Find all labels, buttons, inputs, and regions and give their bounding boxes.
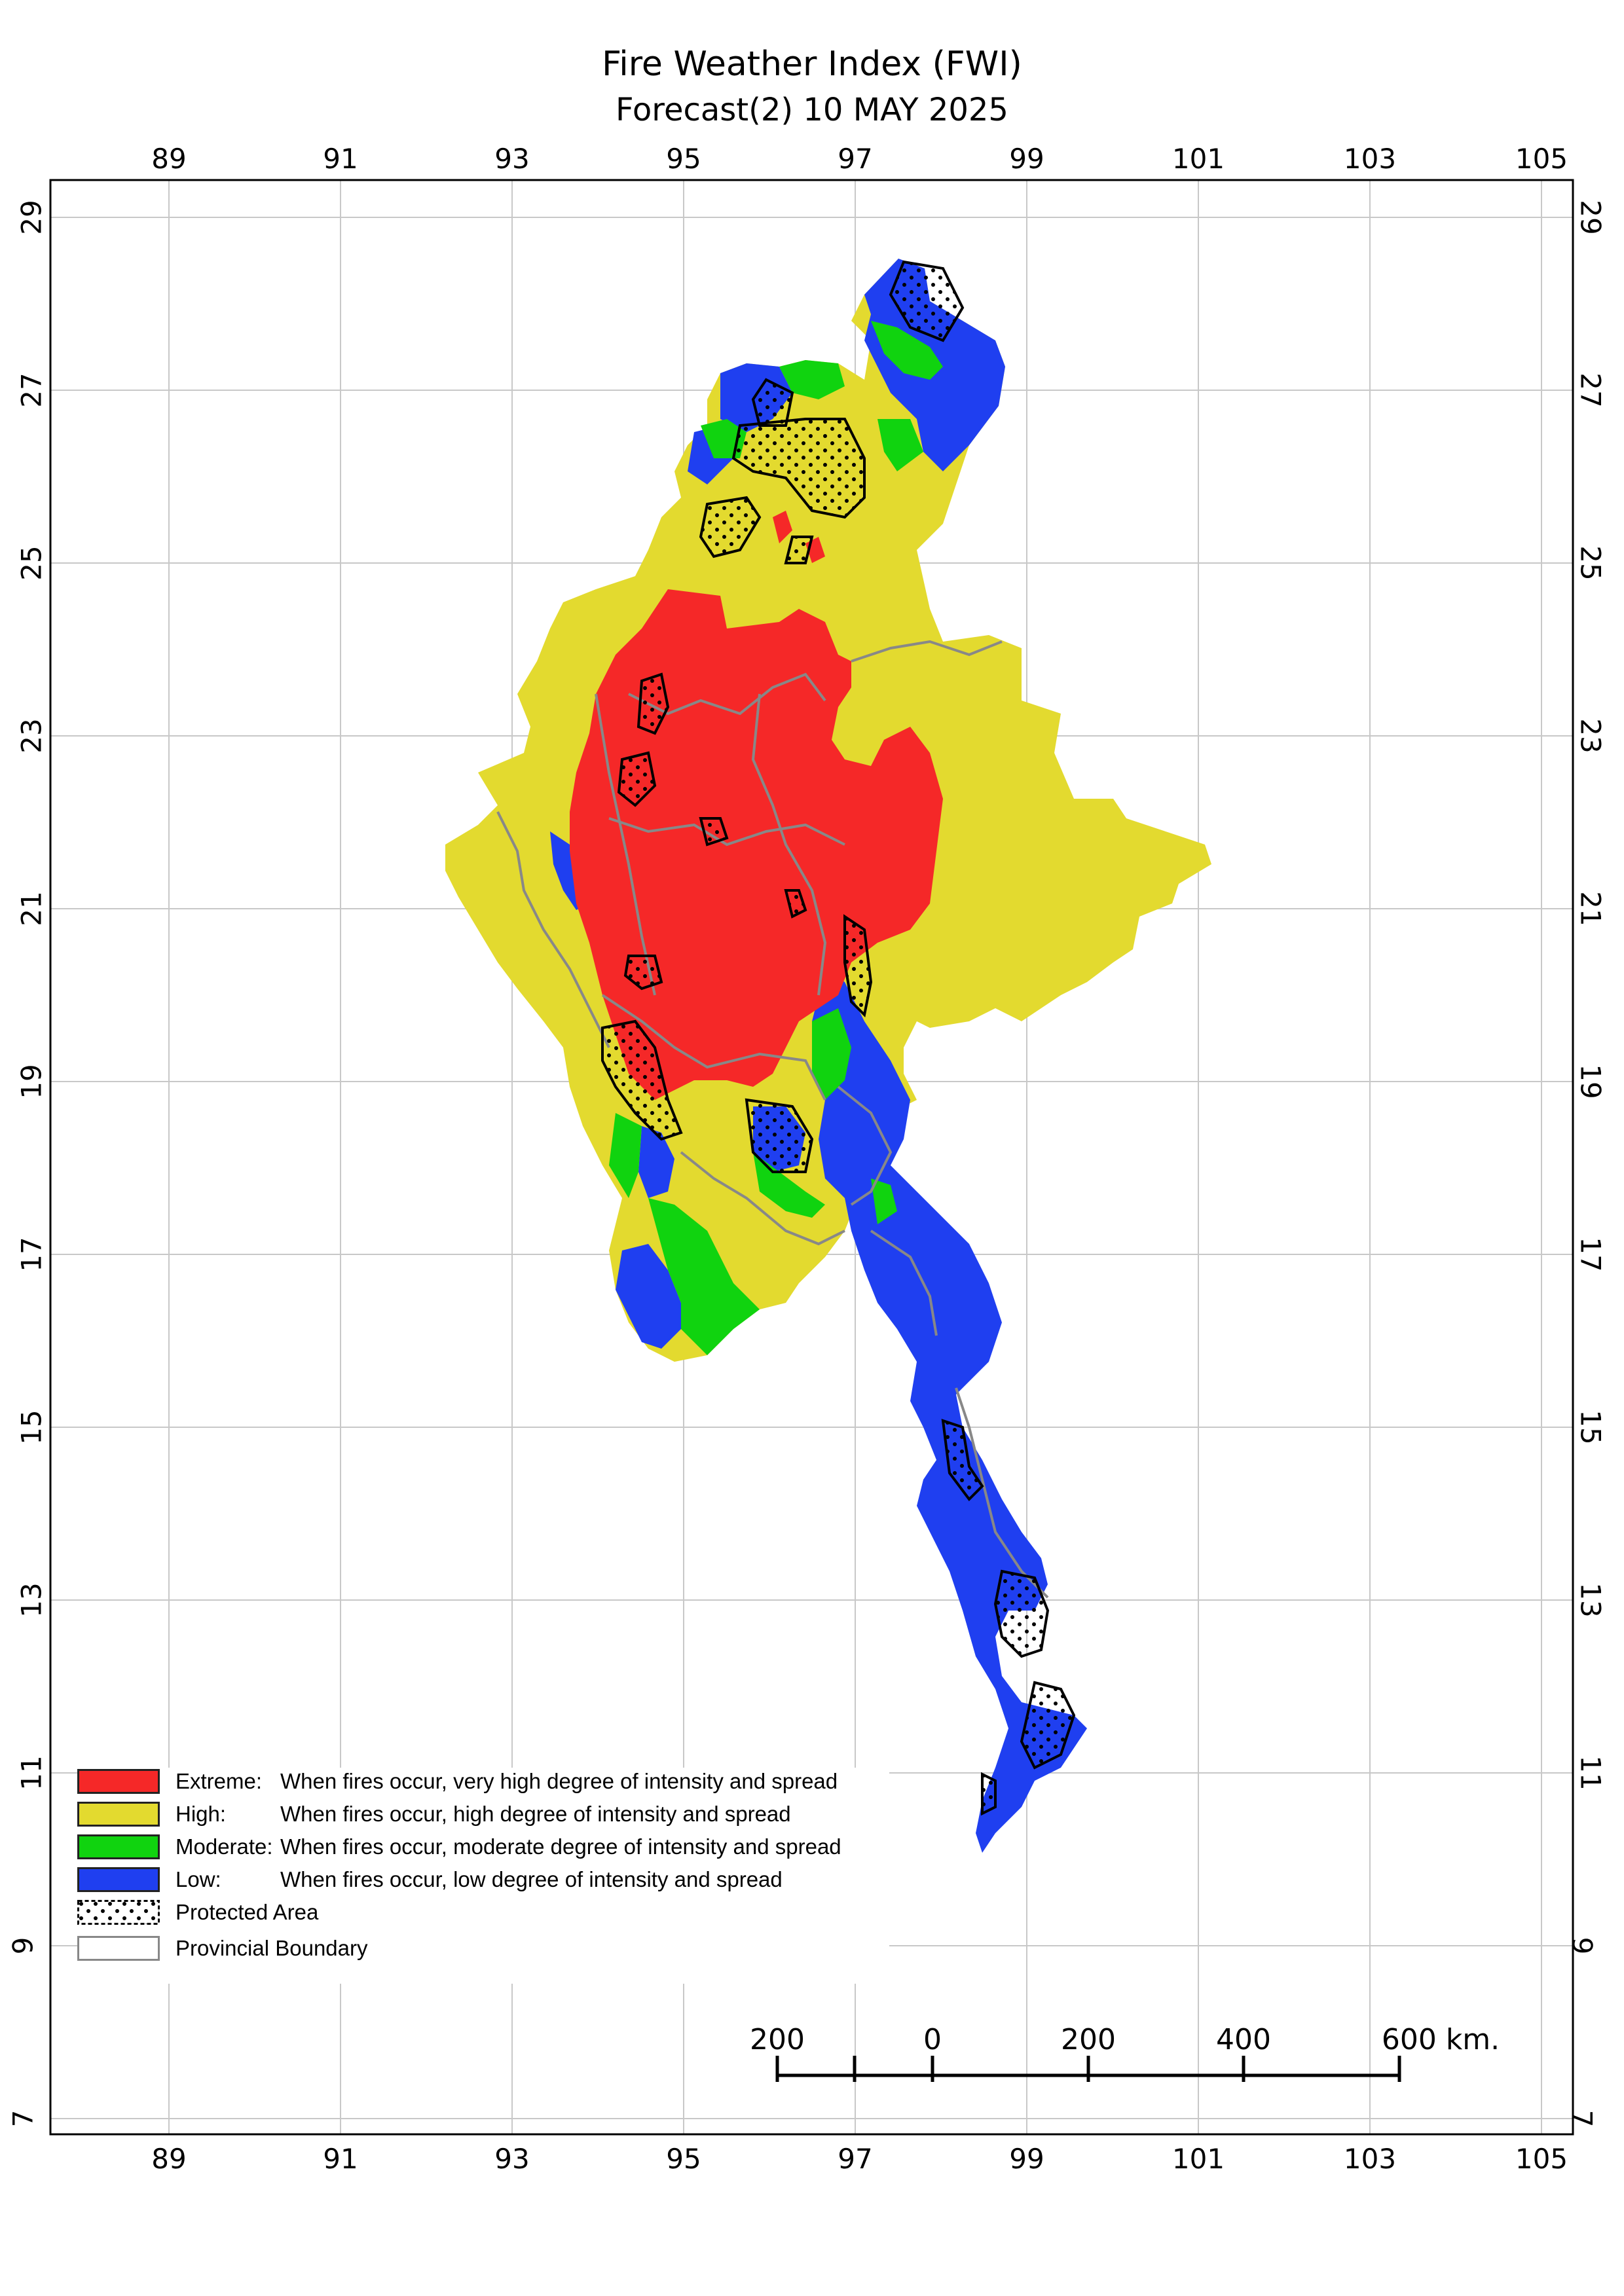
lat-tick-label: 15	[15, 1410, 48, 1445]
legend-item-boundary: Provincial Boundary	[77, 1935, 368, 1962]
lat-tick-label: 27	[1574, 373, 1607, 408]
legend-name: High:	[175, 1802, 227, 1826]
map-frame	[49, 179, 1574, 2136]
legend-swatch-protected	[77, 1900, 160, 1925]
lon-tick-label: 103	[1343, 143, 1397, 175]
legend-name: Extreme:	[175, 1769, 263, 1793]
lon-tick-label: 93	[494, 143, 530, 175]
lat-tick-label: 17	[1574, 1237, 1607, 1272]
lat-tick-label: 21	[15, 891, 48, 926]
legend: Extreme: When fires occur, very high deg…	[77, 1768, 889, 1984]
lat-tick-label: 7	[7, 2109, 39, 2128]
lon-tick-label: 93	[494, 2143, 530, 2175]
lon-tick-label: 105	[1515, 2143, 1568, 2175]
legend-desc: When fires occur, moderate degree of int…	[280, 1834, 841, 1859]
scale-label: 600 km.	[1381, 2023, 1500, 2056]
lon-tick-label: 97	[838, 143, 873, 175]
lat-tick-label: 23	[1574, 718, 1607, 754]
legend-item-moderate: Moderate: When fires occur, moderate deg…	[77, 1833, 841, 1861]
lon-tick-label: 89	[151, 143, 187, 175]
legend-swatch-boundary	[77, 1936, 160, 1961]
legend-desc: When fires occur, high degree of intensi…	[280, 1802, 791, 1826]
legend-name: Moderate:	[175, 1834, 273, 1859]
legend-swatch-moderate	[77, 1834, 160, 1859]
lon-tick-label: 99	[1009, 2143, 1044, 2175]
lat-tick-label: 19	[1574, 1064, 1607, 1099]
lon-tick-label: 97	[838, 2143, 873, 2175]
legend-name: Provincial Boundary	[175, 1936, 368, 1960]
lon-tick-label: 95	[666, 143, 701, 175]
lat-tick-label: 25	[15, 545, 48, 581]
legend-swatch-high	[77, 1802, 160, 1827]
lat-tick-label: 19	[15, 1064, 48, 1099]
legend-item-high: High: When fires occur, high degree of i…	[77, 1800, 791, 1828]
protected-areas	[601, 260, 1076, 1816]
lat-tick-label: 15	[1574, 1410, 1607, 1445]
lat-tick-label: 11	[15, 1755, 48, 1791]
legend-item-low: Low: When fires occur, low degree of int…	[77, 1866, 783, 1893]
lat-tick-label: 29	[1574, 200, 1607, 235]
map-title: Fire Weather Index (FWI)	[602, 45, 1022, 84]
scale-label: 200	[750, 2023, 805, 2056]
lat-tick-label: 27	[15, 373, 48, 408]
lat-tick-label: 13	[1574, 1582, 1607, 1618]
lat-tick-label: 25	[1574, 545, 1607, 581]
legend-name: Protected Area	[175, 1900, 319, 1924]
map-subtitle: Forecast(2) 10 MAY 2025	[616, 92, 1008, 128]
lon-tick-label: 91	[323, 143, 358, 175]
lon-tick-label: 105	[1515, 143, 1568, 175]
lon-tick-label: 91	[323, 2143, 358, 2175]
lon-tick-label: 95	[666, 2143, 701, 2175]
scale-label: 400	[1216, 2023, 1271, 2056]
lat-tick-label: 23	[15, 718, 48, 754]
lon-tick-label: 101	[1172, 2143, 1225, 2175]
legend-swatch-extreme	[77, 1769, 160, 1794]
legend-item-extreme: Extreme: When fires occur, very high deg…	[77, 1768, 838, 1795]
lat-tick-label: 9	[1566, 1937, 1598, 1955]
scale-bar	[775, 2056, 1401, 2082]
lon-tick-label: 99	[1009, 143, 1044, 175]
legend-swatch-low	[77, 1867, 160, 1892]
lat-tick-label: 11	[1574, 1755, 1607, 1791]
scale-label: 0	[923, 2023, 942, 2056]
legend-name: Low:	[175, 1867, 221, 1891]
lon-tick-label: 101	[1172, 143, 1225, 175]
legend-item-protected: Protected Area	[77, 1899, 318, 1926]
lon-tick-label: 103	[1343, 2143, 1397, 2175]
lat-tick-label: 7	[1566, 2109, 1598, 2128]
lat-tick-label: 13	[15, 1582, 48, 1618]
lat-tick-label: 17	[15, 1237, 48, 1272]
legend-desc: When fires occur, low degree of intensit…	[280, 1867, 783, 1891]
legend-desc: When fires occur, very high degree of in…	[280, 1769, 838, 1793]
scale-label: 200	[1061, 2023, 1116, 2056]
lat-tick-label: 29	[15, 200, 48, 235]
lat-tick-label: 21	[1574, 891, 1607, 926]
lat-tick-label: 9	[7, 1937, 39, 1955]
lon-tick-label: 89	[151, 2143, 187, 2175]
